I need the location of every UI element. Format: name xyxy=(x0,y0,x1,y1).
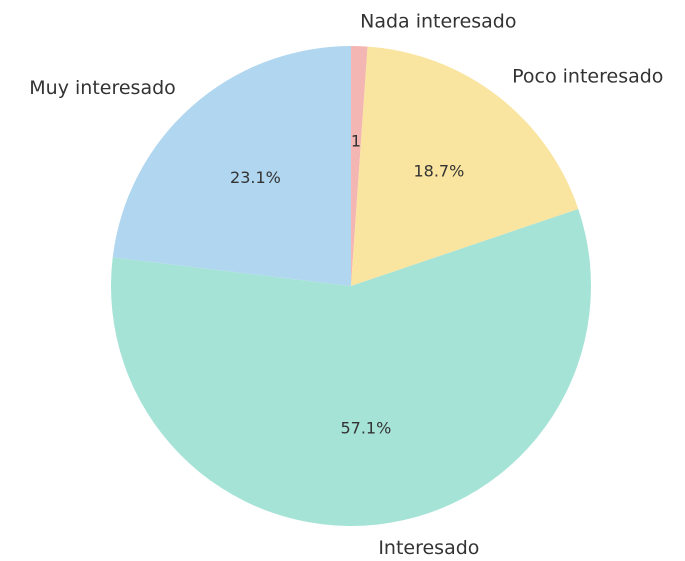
percent-label: 23.1% xyxy=(230,168,281,187)
pie-slice xyxy=(351,46,579,286)
percent-label: 18.7% xyxy=(413,161,464,180)
slice-label: Nada interesado xyxy=(360,11,516,33)
percent-label: 57.1% xyxy=(340,419,391,438)
slice-label: Muy interesado xyxy=(29,77,176,99)
pie-slice xyxy=(351,46,368,286)
slice-label: Poco interesado xyxy=(512,65,663,87)
pie-slice xyxy=(112,46,351,286)
pie-slice xyxy=(111,208,591,526)
slice-label: Interesado xyxy=(378,537,479,559)
